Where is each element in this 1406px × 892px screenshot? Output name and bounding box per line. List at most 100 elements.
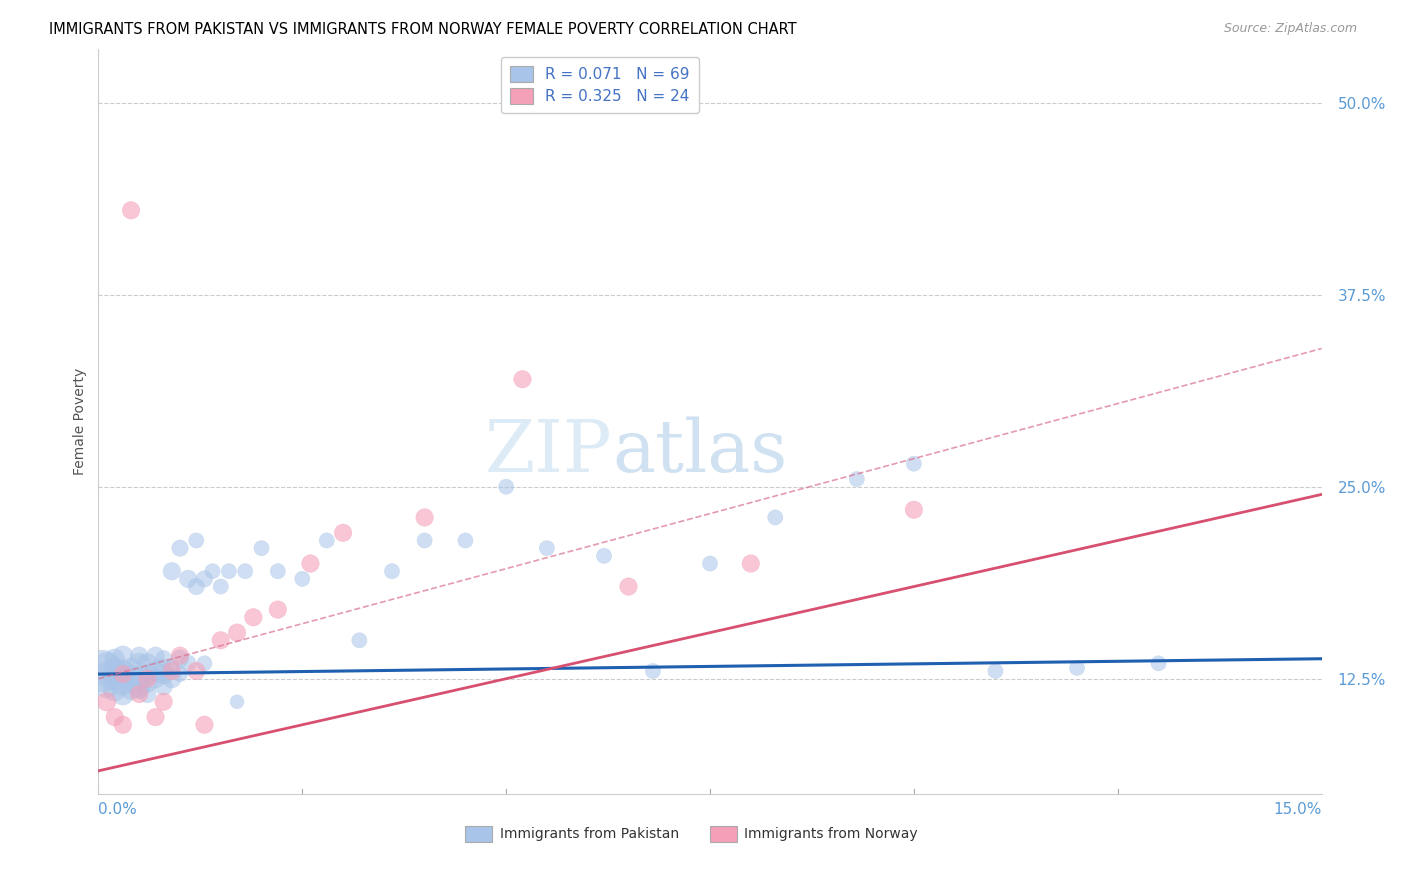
- Point: [903, 502, 925, 516]
- Point: [186, 533, 208, 548]
- Point: [136, 687, 159, 701]
- Point: [91, 664, 114, 678]
- Point: [128, 648, 150, 663]
- Point: [349, 633, 371, 648]
- Point: [120, 203, 142, 218]
- Point: [152, 651, 174, 665]
- Point: [145, 648, 167, 663]
- Point: [96, 695, 118, 709]
- Point: [291, 572, 314, 586]
- Point: [193, 718, 215, 732]
- Point: [169, 541, 191, 556]
- Point: [111, 667, 134, 681]
- Point: [104, 661, 127, 675]
- Point: [169, 667, 191, 681]
- Point: [740, 557, 762, 571]
- Point: [120, 682, 142, 697]
- Text: ZIP: ZIP: [485, 416, 612, 486]
- Point: [104, 710, 127, 724]
- Point: [111, 664, 134, 678]
- Text: Immigrants from Norway: Immigrants from Norway: [744, 827, 918, 841]
- Point: [152, 695, 174, 709]
- Point: [128, 679, 150, 693]
- Point: [201, 564, 224, 578]
- Point: [136, 676, 159, 690]
- Point: [536, 541, 558, 556]
- Point: [226, 695, 249, 709]
- Point: [845, 472, 868, 486]
- Point: [903, 457, 925, 471]
- Point: [699, 557, 721, 571]
- Point: [111, 648, 134, 663]
- Point: [120, 667, 142, 681]
- Point: [160, 564, 183, 578]
- Text: Source: ZipAtlas.com: Source: ZipAtlas.com: [1223, 22, 1357, 36]
- Point: [128, 657, 150, 671]
- Point: [145, 672, 167, 686]
- Point: [160, 672, 183, 686]
- Point: [160, 664, 183, 678]
- Point: [1147, 657, 1170, 671]
- Point: [413, 510, 436, 524]
- Point: [763, 510, 786, 524]
- Point: [111, 718, 134, 732]
- Point: [209, 633, 232, 648]
- FancyBboxPatch shape: [465, 826, 492, 842]
- Point: [111, 676, 134, 690]
- Point: [641, 664, 664, 678]
- Point: [984, 664, 1007, 678]
- Point: [111, 667, 134, 681]
- Text: 15.0%: 15.0%: [1274, 802, 1322, 816]
- Point: [120, 672, 142, 686]
- Point: [128, 687, 150, 701]
- Point: [267, 564, 290, 578]
- Point: [104, 651, 127, 665]
- Point: [186, 580, 208, 594]
- Point: [169, 648, 191, 663]
- Point: [96, 657, 118, 671]
- Point: [177, 657, 200, 671]
- Point: [96, 679, 118, 693]
- Point: [512, 372, 534, 386]
- FancyBboxPatch shape: [710, 826, 737, 842]
- Point: [128, 672, 150, 686]
- Point: [169, 651, 191, 665]
- Point: [145, 664, 167, 678]
- Point: [193, 657, 215, 671]
- Point: [250, 541, 273, 556]
- Text: IMMIGRANTS FROM PAKISTAN VS IMMIGRANTS FROM NORWAY FEMALE POVERTY CORRELATION CH: IMMIGRANTS FROM PAKISTAN VS IMMIGRANTS F…: [49, 22, 797, 37]
- Text: atlas: atlas: [612, 416, 787, 486]
- Point: [315, 533, 337, 548]
- Y-axis label: Female Poverty: Female Poverty: [73, 368, 87, 475]
- Text: Immigrants from Pakistan: Immigrants from Pakistan: [499, 827, 679, 841]
- Point: [145, 710, 167, 724]
- Point: [218, 564, 240, 578]
- Point: [136, 667, 159, 681]
- Point: [96, 667, 118, 681]
- Text: 0.0%: 0.0%: [98, 802, 138, 816]
- Point: [152, 679, 174, 693]
- Point: [186, 664, 208, 678]
- Point: [299, 557, 322, 571]
- Point: [111, 687, 134, 701]
- Point: [242, 610, 264, 624]
- Point: [381, 564, 404, 578]
- Point: [413, 533, 436, 548]
- Point: [1066, 661, 1088, 675]
- Point: [136, 672, 159, 686]
- Point: [104, 672, 127, 686]
- Point: [128, 682, 150, 697]
- Point: [332, 525, 354, 540]
- Point: [104, 682, 127, 697]
- Point: [233, 564, 256, 578]
- Point: [152, 661, 174, 675]
- Point: [152, 667, 174, 681]
- Point: [454, 533, 477, 548]
- Point: [593, 549, 616, 563]
- Point: [120, 661, 142, 675]
- Point: [177, 572, 200, 586]
- Point: [617, 580, 640, 594]
- Legend: R = 0.071   N = 69, R = 0.325   N = 24: R = 0.071 N = 69, R = 0.325 N = 24: [501, 57, 699, 113]
- Point: [495, 480, 517, 494]
- Point: [136, 657, 159, 671]
